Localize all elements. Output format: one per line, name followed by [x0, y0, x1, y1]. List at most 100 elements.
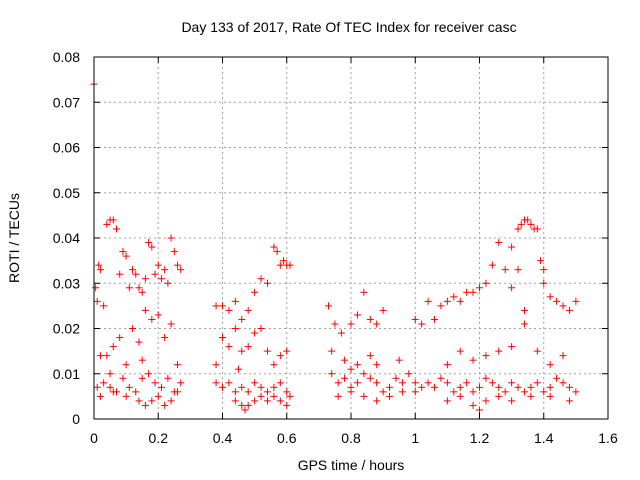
data-point — [135, 397, 143, 405]
data-point — [325, 302, 333, 310]
data-point — [225, 379, 233, 387]
data-point — [565, 397, 573, 405]
data-point — [138, 288, 146, 296]
data-point — [437, 374, 445, 382]
data-point — [476, 383, 483, 391]
data-point — [347, 320, 355, 328]
data-point — [95, 261, 103, 269]
data-point — [508, 379, 516, 387]
data-point — [174, 388, 182, 396]
data-point — [106, 370, 114, 378]
data-point — [174, 261, 182, 269]
data-point — [167, 234, 175, 242]
data-point — [540, 388, 548, 396]
data-point — [103, 220, 111, 228]
data-point — [360, 288, 368, 296]
x-tick-label: 1 — [411, 430, 419, 446]
data-point — [251, 379, 259, 387]
data-point — [411, 315, 419, 323]
data-point — [482, 374, 490, 382]
data-point — [154, 261, 162, 269]
data-point — [533, 347, 541, 355]
data-point — [132, 270, 140, 278]
data-point — [235, 365, 243, 373]
x-tick-label: 0.4 — [213, 430, 233, 446]
data-point — [177, 379, 185, 387]
data-point — [520, 320, 528, 328]
data-point — [138, 374, 146, 382]
data-point — [463, 288, 471, 296]
data-point — [366, 315, 374, 323]
data-point — [174, 361, 182, 369]
data-point — [328, 370, 336, 378]
data-point — [424, 297, 432, 305]
data-point — [501, 266, 509, 274]
data-point — [212, 302, 220, 310]
data-point — [161, 401, 169, 409]
x-tick-label: 0 — [90, 430, 98, 446]
data-point — [283, 347, 291, 355]
x-tick-label: 1.2 — [470, 430, 490, 446]
data-point — [559, 352, 567, 360]
x-tick-label: 1.6 — [598, 430, 618, 446]
data-point — [132, 388, 140, 396]
data-point — [437, 302, 445, 310]
data-point — [96, 392, 104, 400]
data-point — [270, 243, 278, 251]
data-point — [366, 374, 374, 382]
data-point — [527, 220, 535, 228]
data-point — [328, 347, 336, 355]
data-point — [164, 279, 172, 287]
data-point — [469, 288, 477, 296]
data-point — [154, 392, 162, 400]
data-point — [482, 397, 490, 405]
data-point — [145, 239, 153, 247]
data-point — [125, 383, 133, 391]
data-point — [443, 361, 451, 369]
data-point — [270, 392, 278, 400]
x-tick-label: 0.8 — [341, 430, 361, 446]
data-point — [495, 392, 503, 400]
data-point — [283, 401, 291, 409]
data-point — [161, 334, 169, 342]
data-point — [546, 293, 554, 301]
data-point — [411, 388, 419, 396]
data-point — [145, 370, 153, 378]
data-point — [386, 392, 394, 400]
data-point — [96, 352, 104, 360]
data-point — [119, 248, 127, 256]
data-point — [334, 379, 342, 387]
y-tick-label: 0.02 — [53, 321, 80, 337]
data-point — [93, 383, 101, 391]
data-point — [96, 266, 104, 274]
data-point — [559, 302, 567, 310]
data-point — [337, 329, 345, 337]
data-point — [572, 388, 580, 396]
x-tick-label: 0.6 — [277, 430, 297, 446]
data-point — [443, 297, 451, 305]
data-point — [100, 379, 108, 387]
data-point — [443, 397, 451, 405]
data-point — [154, 311, 162, 319]
data-point — [177, 266, 185, 274]
data-point — [373, 361, 381, 369]
data-point — [353, 311, 361, 319]
data-point — [92, 284, 100, 292]
data-point — [219, 302, 226, 310]
data-point — [263, 388, 271, 396]
data-point — [138, 356, 146, 364]
y-tick-label: 0.06 — [53, 140, 80, 156]
data-point — [341, 374, 349, 382]
data-point — [225, 343, 233, 351]
data-point — [450, 293, 458, 301]
data-point — [148, 397, 156, 405]
data-point — [129, 325, 137, 332]
data-point — [456, 392, 464, 400]
data-point — [565, 383, 573, 391]
data-point — [257, 325, 265, 332]
data-point — [244, 401, 252, 409]
data-point — [546, 361, 554, 369]
data-point — [251, 288, 259, 296]
data-point — [527, 392, 535, 400]
